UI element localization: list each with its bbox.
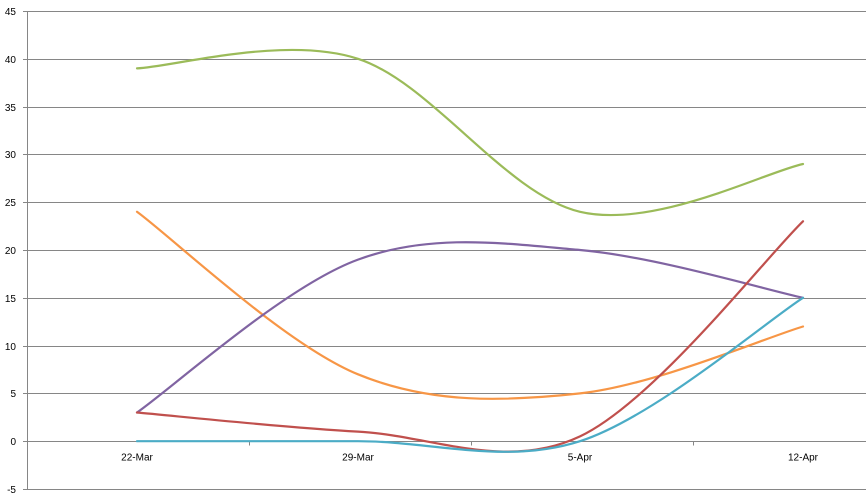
gridlines (27, 11, 866, 490)
y-tick-label: 0 (10, 437, 16, 448)
y-tick-label: -5 (7, 485, 16, 496)
y-tick-label: 45 (5, 7, 17, 18)
x-tick-label: 12-Apr (788, 453, 819, 464)
y-tick-label: 20 (5, 246, 17, 257)
y-tick-label: 35 (5, 103, 17, 114)
series-line-1 (135, 48, 805, 217)
series-line-4 (135, 220, 805, 453)
x-tick-label: 22-Mar (121, 453, 153, 464)
y-tick-label: 5 (10, 389, 16, 400)
series-group (135, 48, 805, 453)
y-tick-label: 40 (5, 55, 17, 66)
x-tick-label: 5-Apr (568, 453, 593, 464)
x-tick-label: 29-Mar (342, 453, 374, 464)
y-tick-label: 30 (5, 150, 17, 161)
y-tick-label: 15 (5, 294, 17, 305)
y-tick-label: 25 (5, 198, 17, 209)
y-tick-label: 10 (5, 342, 17, 353)
series-line-5 (135, 296, 805, 453)
series-line-3 (135, 241, 805, 414)
y-axis: -5 0 5 10 15 20 25 30 35 40 45 (5, 7, 28, 496)
series-line-2 (135, 210, 805, 400)
